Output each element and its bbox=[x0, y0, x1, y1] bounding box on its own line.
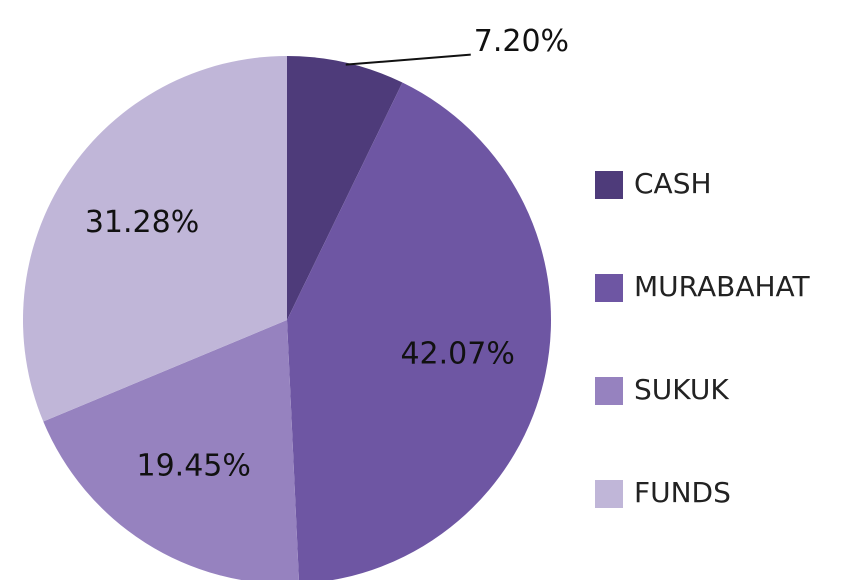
pie-slice bbox=[287, 82, 551, 580]
pie-slice bbox=[287, 56, 403, 320]
legend-label: SUKUK bbox=[634, 373, 729, 406]
legend-swatch bbox=[595, 377, 623, 405]
slice-label: 31.28% bbox=[85, 205, 199, 240]
slice-label: 42.07% bbox=[400, 337, 514, 372]
legend-swatch bbox=[595, 274, 623, 302]
legend-label: FUNDS bbox=[634, 476, 731, 509]
legend-label: CASH bbox=[634, 167, 712, 200]
legend-swatch bbox=[595, 171, 623, 199]
legend-label: MURABAHAT bbox=[634, 270, 811, 303]
slice-label: 7.20% bbox=[474, 24, 569, 59]
pie-slice bbox=[22, 56, 287, 422]
pie-slice bbox=[43, 320, 299, 580]
leader-line bbox=[345, 53, 471, 66]
slice-label: 19.45% bbox=[136, 449, 250, 484]
legend-swatch bbox=[595, 480, 623, 508]
